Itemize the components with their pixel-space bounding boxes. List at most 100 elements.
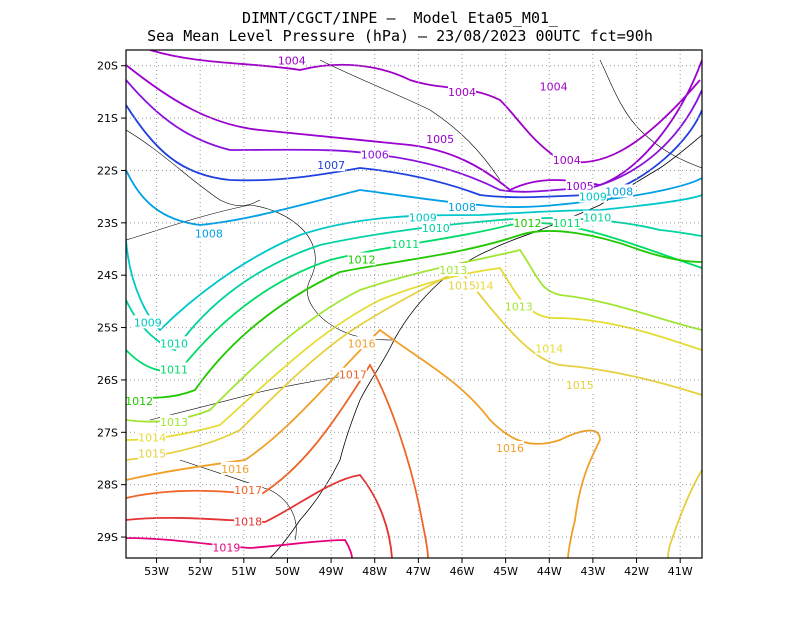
- contour-label-bg: [565, 179, 594, 193]
- contour-label-bg: [160, 336, 188, 350]
- contour-label: 1009: [134, 316, 162, 329]
- tick-label-lat: 29S: [97, 531, 118, 544]
- contour-label: 1013: [160, 416, 188, 429]
- contour-label-bg: [535, 341, 564, 355]
- tick-label-lat: 22S: [97, 164, 118, 177]
- tick-label-lat: 28S: [97, 479, 118, 492]
- contour-label-bg: [125, 393, 154, 407]
- contour-label-bg: [448, 200, 476, 214]
- contour-label: 1014: [138, 432, 166, 445]
- contour-label-bg: [448, 278, 476, 292]
- contour-label: 1011: [553, 217, 581, 230]
- contour-label-bg: [513, 215, 542, 229]
- contour-label: 1017: [234, 484, 262, 497]
- chart-subtitle: Sea Mean Level Pressure (hPa) – 23/08/20…: [147, 27, 653, 45]
- contour-label: 1010: [422, 222, 450, 235]
- tick-label-lon: 48W: [362, 565, 387, 578]
- contour-label: 1004: [278, 54, 306, 67]
- tick-label-lat: 20S: [97, 60, 118, 73]
- contour-label: 1018: [234, 515, 262, 528]
- contour-label: 1015: [448, 280, 476, 293]
- contour-label: 1008: [448, 201, 476, 214]
- contour-label: 1012: [125, 395, 153, 408]
- isobar-1008: [126, 169, 702, 226]
- lat-lon-grid: [126, 50, 702, 558]
- contour-label: 1015: [138, 447, 166, 460]
- contour-label-bg: [583, 210, 612, 224]
- contour-label-bg: [347, 252, 376, 266]
- contour-label-bg: [133, 315, 162, 329]
- contour-label-bg: [234, 482, 263, 496]
- contour-label: 1011: [160, 363, 188, 376]
- contour-label-bg: [138, 446, 167, 460]
- contour-label: 1010: [160, 337, 188, 350]
- state-border: [599, 59, 702, 169]
- tick-label-lon: 50W: [275, 565, 300, 578]
- isobar-1010: [126, 217, 702, 352]
- isobar-1018: [126, 474, 393, 558]
- contour-label: 1019: [212, 542, 240, 555]
- tick-label-lat: 21S: [97, 112, 118, 125]
- contour-label: 1006: [361, 149, 389, 162]
- contour-label-bg: [605, 184, 634, 198]
- tick-label-lat: 26S: [97, 374, 118, 387]
- contour-label-bg: [347, 336, 376, 350]
- tick-label-lon: 53W: [144, 565, 169, 578]
- contour-label: 1004: [540, 81, 568, 94]
- isobar-1016-east: [667, 469, 702, 558]
- tick-label-lat: 27S: [97, 426, 118, 439]
- state-border: [149, 374, 351, 421]
- contour-label: 1013: [439, 264, 467, 277]
- state-border: [126, 129, 261, 207]
- chart-title: DIMNT/CGCT/INPE – Model Eta05_M01_: [241, 9, 559, 27]
- isobar-1016: [126, 328, 601, 558]
- tick-label-lon: 44W: [537, 565, 562, 578]
- contour-label: 1009: [579, 191, 607, 204]
- isobar-1005: [126, 59, 702, 192]
- tick-label-lon: 45W: [493, 565, 518, 578]
- contour-label: 1015: [566, 379, 594, 392]
- tick-label-lat: 25S: [97, 322, 118, 335]
- tick-label-lat: 24S: [97, 269, 118, 282]
- contour-label-bg: [552, 215, 581, 229]
- contour-label-bg: [221, 461, 250, 475]
- contour-label-bg: [439, 262, 468, 276]
- isobar-1019: [126, 537, 353, 558]
- longitude-axis: 53W 52W 51W 50W 49W 48W 47W 46W 45W 44W 43W 42W 41W: [144, 558, 693, 578]
- contour-label-bg: [421, 221, 450, 235]
- contour-label: 1004: [448, 86, 476, 99]
- tick-label-lon: 47W: [406, 565, 431, 578]
- latitude-axis: 20S 21S 22S 23S 24S 25S 26S 27S 28S 29S: [97, 60, 126, 544]
- tick-label-lon: 46W: [450, 565, 475, 578]
- coastline-south: [269, 339, 395, 558]
- coastline: [393, 134, 702, 341]
- tick-label-lat: 23S: [97, 217, 118, 230]
- contour-label-bg: [408, 210, 437, 224]
- contour-label-bg: [552, 152, 581, 166]
- isobar-1006: [126, 79, 702, 193]
- contour-label: 1011: [391, 238, 419, 251]
- contour-label: 1016: [496, 442, 524, 455]
- contour-label-bg: [391, 236, 420, 250]
- isobar-1013: [126, 248, 702, 423]
- tick-label-lon: 52W: [188, 565, 213, 578]
- isobar-1015: [126, 268, 702, 461]
- contour-label: 1017: [339, 369, 367, 382]
- contour-label-bg: [539, 79, 568, 93]
- tick-label-lon: 41W: [668, 565, 693, 578]
- contour-label: 1016: [348, 337, 376, 350]
- contour-label-bg: [277, 53, 306, 67]
- isobar-lines: [126, 50, 702, 558]
- tick-label-lon: 42W: [624, 565, 649, 578]
- isobar-1012: [126, 230, 702, 399]
- contour-label-bg: [360, 147, 389, 161]
- contour-label: 1008: [605, 185, 633, 198]
- isobar-1009: [126, 194, 702, 332]
- tick-label-lon: 51W: [231, 565, 256, 578]
- state-border: [319, 59, 501, 181]
- tick-label-lon: 43W: [580, 565, 605, 578]
- contour-label: 1005: [426, 133, 454, 146]
- contour-label: 1010: [583, 212, 611, 225]
- contour-label-bg: [317, 158, 346, 172]
